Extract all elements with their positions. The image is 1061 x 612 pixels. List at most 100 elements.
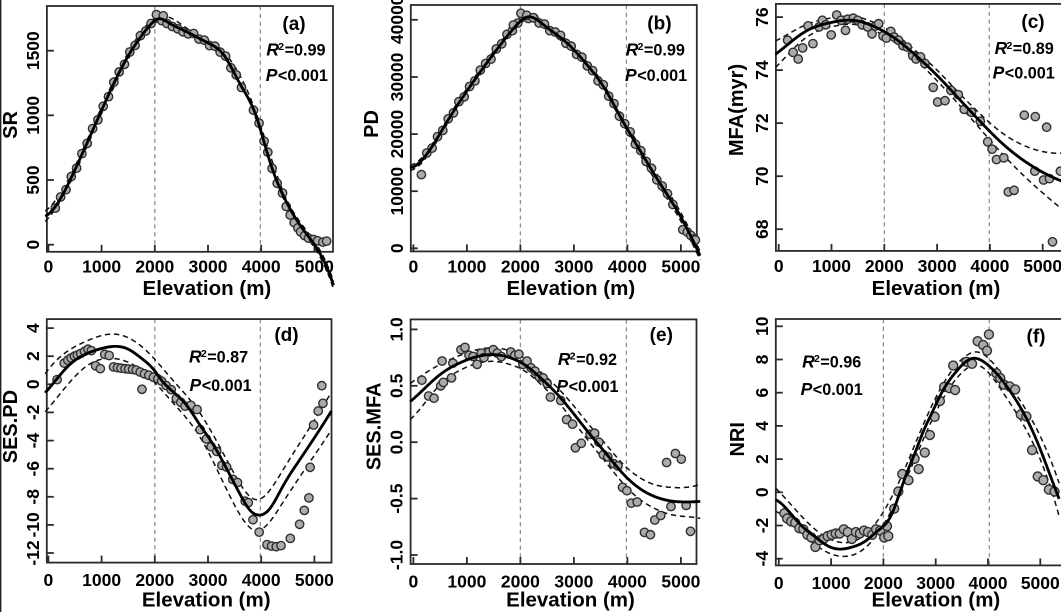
svg-text:-6: -6 (23, 461, 43, 477)
svg-text:R: R (626, 39, 639, 59)
svg-text:-12: -12 (23, 540, 43, 566)
svg-text:6: 6 (752, 388, 772, 398)
svg-text:1000: 1000 (447, 571, 486, 591)
svg-text:0: 0 (409, 571, 419, 591)
svg-text:-4: -4 (752, 551, 772, 567)
svg-text:10000: 10000 (387, 167, 407, 216)
svg-text:0: 0 (774, 256, 784, 276)
svg-text:3000: 3000 (554, 571, 593, 591)
svg-text:1000: 1000 (812, 573, 851, 593)
svg-text:R: R (558, 349, 571, 369)
svg-text:P: P (556, 376, 568, 396)
svg-text:500: 500 (23, 165, 43, 194)
svg-text:30000: 30000 (387, 52, 407, 101)
svg-text:4000: 4000 (970, 256, 1009, 276)
svg-text:=0.89: =0.89 (1013, 40, 1054, 58)
svg-text:=0.96: =0.96 (820, 354, 861, 372)
svg-text:<0.001: <0.001 (202, 377, 252, 395)
svg-text:2: 2 (201, 348, 207, 360)
svg-text:0: 0 (409, 256, 419, 276)
svg-text:Elevation (m): Elevation (m) (872, 277, 1001, 300)
svg-text:-4: -4 (23, 433, 43, 449)
svg-text:4000: 4000 (242, 570, 281, 590)
svg-text:2: 2 (752, 454, 772, 464)
svg-text:P: P (993, 63, 1005, 83)
svg-text:2000: 2000 (135, 257, 174, 277)
svg-text:3000: 3000 (554, 256, 593, 276)
svg-text:-2: -2 (752, 517, 772, 533)
svg-text:1000: 1000 (82, 570, 121, 590)
svg-text:0: 0 (752, 487, 772, 497)
svg-text:0: 0 (44, 257, 54, 277)
svg-text:3000: 3000 (189, 570, 228, 590)
svg-text:1000: 1000 (82, 257, 121, 277)
svg-text:NRI: NRI (727, 422, 749, 456)
svg-text:MFA(myr): MFA(myr) (726, 64, 748, 156)
svg-text:1000: 1000 (23, 96, 43, 135)
svg-text:0: 0 (23, 379, 43, 389)
svg-text:SES.PD: SES.PD (0, 390, 22, 463)
svg-text:2000: 2000 (501, 571, 540, 591)
svg-text:(a): (a) (282, 14, 305, 35)
svg-text:4000: 4000 (608, 571, 647, 591)
svg-text:-1.0: -1.0 (387, 540, 407, 570)
svg-text:5000: 5000 (295, 570, 334, 590)
svg-text:2000: 2000 (501, 256, 540, 276)
svg-text:2: 2 (814, 353, 820, 365)
svg-text:(c): (c) (1021, 12, 1044, 33)
svg-text:2000: 2000 (865, 256, 904, 276)
svg-text:10: 10 (752, 316, 772, 336)
svg-text:R: R (189, 346, 202, 366)
svg-text:5000: 5000 (1021, 573, 1060, 593)
svg-text:3000: 3000 (189, 257, 228, 277)
svg-text:PD: PD (361, 110, 383, 138)
svg-text:R: R (802, 352, 815, 372)
svg-text:-0.5: -0.5 (387, 483, 407, 513)
svg-text:4000: 4000 (969, 573, 1008, 593)
svg-text:5000: 5000 (661, 256, 700, 276)
svg-text:R: R (266, 39, 279, 59)
svg-text:1.0: 1.0 (387, 317, 407, 342)
svg-text:<0.001: <0.001 (569, 378, 619, 396)
svg-text:5000: 5000 (661, 571, 700, 591)
svg-text:2: 2 (638, 41, 644, 53)
svg-text:P: P (801, 379, 813, 399)
svg-text:<0.001: <0.001 (1005, 65, 1055, 83)
svg-text:-2: -2 (23, 404, 43, 420)
svg-text:0: 0 (387, 243, 407, 253)
svg-text:P: P (266, 65, 278, 85)
svg-text:5000: 5000 (1023, 256, 1061, 276)
svg-text:3000: 3000 (918, 256, 957, 276)
svg-text:2: 2 (570, 351, 576, 363)
svg-text:P: P (190, 375, 202, 395)
svg-text:-10: -10 (23, 512, 43, 538)
svg-text:4: 4 (23, 323, 43, 333)
svg-text:(b): (b) (647, 13, 671, 34)
svg-text:0: 0 (774, 573, 784, 593)
svg-text:76: 76 (752, 7, 772, 27)
svg-text:-8: -8 (23, 489, 43, 505)
svg-text:1000: 1000 (812, 256, 851, 276)
svg-text:0.0: 0.0 (387, 430, 407, 455)
svg-text:=0.99: =0.99 (285, 41, 326, 59)
svg-text:20000: 20000 (387, 110, 407, 159)
svg-text:<0.001: <0.001 (813, 381, 863, 399)
svg-text:P: P (625, 65, 637, 85)
svg-text:Elevation (m): Elevation (m) (506, 589, 635, 612)
svg-text:(f): (f) (1027, 327, 1046, 348)
svg-text:<0.001: <0.001 (637, 67, 687, 85)
svg-text:=0.92: =0.92 (576, 351, 617, 369)
svg-text:2: 2 (278, 41, 284, 53)
svg-text:Elevation (m): Elevation (m) (142, 589, 271, 612)
svg-text:0: 0 (44, 570, 54, 590)
svg-text:68: 68 (752, 219, 772, 239)
svg-text:0: 0 (23, 240, 43, 250)
svg-text:=0.87: =0.87 (207, 348, 248, 366)
svg-text:2: 2 (23, 351, 43, 361)
svg-text:72: 72 (752, 113, 772, 133)
svg-text:2000: 2000 (135, 570, 174, 590)
svg-text:4000: 4000 (608, 256, 647, 276)
svg-text:40000: 40000 (387, 0, 407, 44)
svg-text:1500: 1500 (23, 31, 43, 70)
svg-text:SES.MFA: SES.MFA (364, 383, 386, 471)
